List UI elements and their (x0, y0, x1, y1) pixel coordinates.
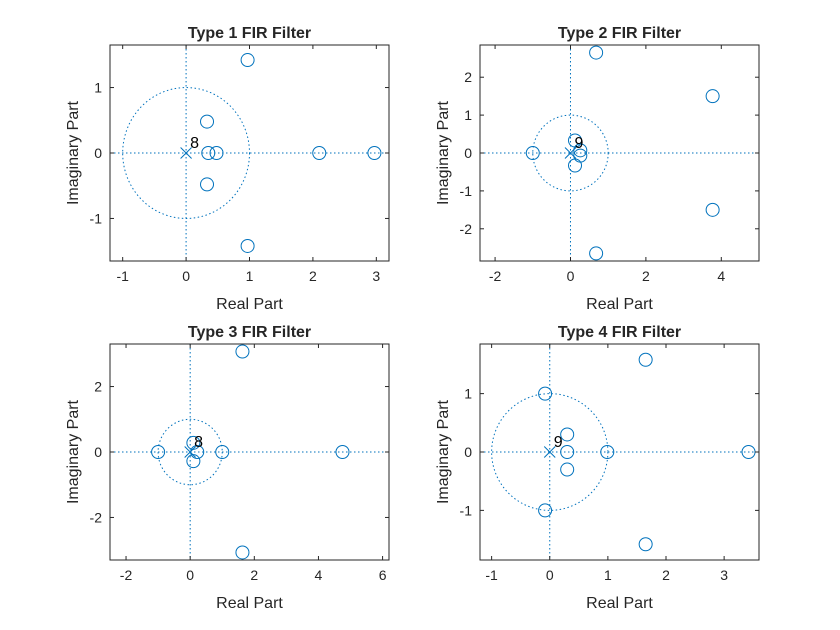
pole-stroke (184, 446, 197, 458)
pole-stroke (180, 147, 192, 159)
x-tick-label: 2 (642, 268, 650, 284)
zero-marker-1 (240, 53, 255, 68)
zero-marker-3 (538, 386, 553, 401)
y-tick-label: 1 (464, 386, 472, 402)
zero-marker-4 (538, 503, 553, 518)
zero-marker-1 (589, 45, 604, 60)
x-tick-label: 2 (309, 268, 317, 284)
pole-marker-1 (564, 147, 577, 159)
zero-marker-7 (312, 146, 327, 160)
y-axis-label: Imaginary Part (435, 100, 452, 205)
unit-circle (491, 393, 609, 511)
zero-marker-2 (240, 238, 255, 253)
y-axis-label: Imaginary Part (65, 100, 82, 205)
x-tick-label: 2 (250, 567, 258, 583)
zero-marker-5 (201, 146, 216, 160)
x-tick-label: 2 (662, 567, 670, 583)
y-tick-label: 0 (464, 444, 472, 460)
y-tick-label: 2 (464, 69, 472, 85)
subplot-2: 9 -2 0 2 4 -2 -1 0 1 2 Type 2 FIR Filter Real Part I… (435, 25, 760, 313)
subplot-4: 9 -1 0 1 2 3 -1 0 1 Type 4 FIR Filter Real Part Ima… (435, 324, 760, 612)
x-tick-label: -1 (485, 567, 498, 583)
y-tick-label: 0 (94, 145, 102, 161)
x-tick-label: 0 (567, 268, 575, 284)
subplot-3: 8 -2 0 2 4 6 -2 0 2 Type 3 FIR Filter Real Part Ima… (65, 324, 390, 612)
x-tick-label: 1 (246, 268, 254, 284)
x-tick-label: 0 (182, 268, 190, 284)
pole-multiplicity-label: 9 (574, 135, 583, 152)
unit-circle (157, 418, 223, 486)
pole-stroke (564, 147, 577, 159)
pole-stroke (543, 446, 556, 458)
y-tick-label: -1 (460, 183, 473, 199)
x-tick-label: 0 (546, 567, 554, 583)
zero-marker-2 (589, 246, 604, 261)
zero-marker-4 (151, 445, 166, 459)
y-tick-label: -1 (90, 210, 103, 226)
x-tick-label: 3 (372, 268, 380, 284)
y-tick-label: -1 (460, 502, 473, 518)
y-axis-label: Imaginary Part (65, 399, 82, 504)
x-tick-label: -1 (116, 268, 129, 284)
zero-marker-1 (638, 352, 653, 367)
y-tick-label: -2 (460, 221, 473, 237)
subplot-1: 8 -1 0 1 2 3 -1 0 1 Type 1 FIR Filter Real Part Ima… (65, 25, 390, 313)
zero-marker-8 (600, 445, 615, 459)
subplot-title: Type 3 FIR Filter (188, 324, 311, 341)
unit-circle (122, 87, 251, 219)
zero-marker-6 (209, 146, 224, 160)
y-tick-label: 0 (464, 145, 472, 161)
plot-area (480, 45, 759, 261)
plot-area (110, 344, 389, 560)
subplot-title: Type 4 FIR Filter (558, 324, 681, 341)
subplot-title: Type 1 FIR Filter (188, 25, 311, 42)
x-axis-label: Real Part (586, 296, 653, 313)
plot-area (480, 344, 759, 560)
x-tick-label: 4 (315, 567, 323, 583)
x-axis-label: Real Part (586, 595, 653, 612)
zero-marker-3 (200, 114, 215, 129)
zero-marker-5 (525, 146, 540, 160)
zero-marker-4 (200, 177, 215, 192)
zero-marker-6 (560, 462, 575, 477)
subplot-title: Type 2 FIR Filter (558, 25, 681, 42)
y-tick-label: 1 (464, 107, 472, 123)
pole-marker-1 (180, 147, 192, 159)
y-tick-label: -2 (90, 509, 103, 525)
y-tick-label: 1 (94, 80, 102, 96)
zero-marker-5 (215, 445, 230, 459)
y-axis-label: Imaginary Part (435, 399, 452, 504)
y-tick-label: 0 (94, 444, 102, 460)
pole-multiplicity-label: 8 (194, 434, 203, 451)
unit-circle (532, 114, 609, 192)
zero-marker-2 (638, 537, 653, 552)
pole-multiplicity-label: 9 (554, 434, 563, 451)
zero-marker-4 (705, 202, 720, 217)
x-tick-label: 3 (720, 567, 728, 583)
zero-marker-2 (235, 545, 250, 560)
zero-marker-1 (235, 344, 250, 359)
x-axis-label: Real Part (216, 296, 283, 313)
x-tick-label: 6 (379, 567, 387, 583)
zero-marker-5 (560, 427, 575, 442)
x-tick-label: -2 (489, 268, 502, 284)
pole-marker-1 (184, 446, 197, 458)
y-tick-label: 2 (94, 379, 102, 395)
x-tick-label: 0 (186, 567, 194, 583)
pole-marker-1 (543, 446, 556, 458)
zero-marker-3 (705, 89, 720, 104)
x-axis-label: Real Part (216, 595, 283, 612)
pole-multiplicity-label: 8 (190, 135, 199, 152)
x-tick-label: -2 (120, 567, 133, 583)
plot-area (110, 45, 389, 261)
x-tick-label: 1 (604, 567, 612, 583)
zero-marker-3 (335, 445, 350, 459)
x-tick-label: 4 (717, 268, 725, 284)
zero-marker-8 (367, 146, 382, 160)
zero-marker-7 (560, 445, 575, 459)
